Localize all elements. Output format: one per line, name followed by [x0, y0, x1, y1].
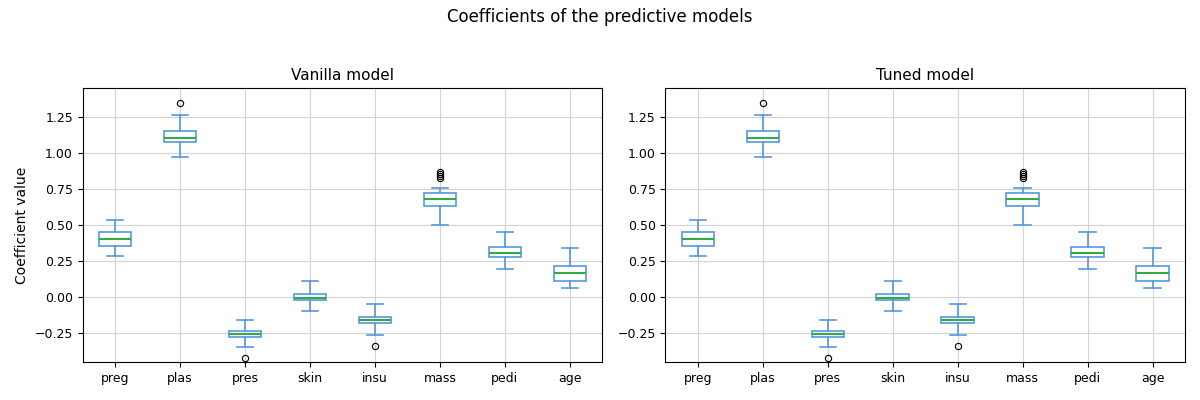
- Title: Tuned model: Tuned model: [876, 68, 974, 83]
- PathPatch shape: [553, 266, 586, 281]
- PathPatch shape: [359, 317, 391, 323]
- PathPatch shape: [164, 131, 197, 142]
- Text: Coefficients of the predictive models: Coefficients of the predictive models: [448, 8, 752, 26]
- PathPatch shape: [424, 193, 456, 206]
- PathPatch shape: [942, 317, 974, 323]
- PathPatch shape: [1136, 266, 1169, 281]
- PathPatch shape: [229, 331, 262, 337]
- Title: Vanilla model: Vanilla model: [290, 68, 394, 83]
- PathPatch shape: [98, 232, 131, 246]
- PathPatch shape: [488, 247, 521, 257]
- Y-axis label: Coefficient value: Coefficient value: [14, 167, 29, 284]
- PathPatch shape: [876, 294, 908, 300]
- PathPatch shape: [1072, 247, 1104, 257]
- PathPatch shape: [1007, 193, 1039, 206]
- PathPatch shape: [682, 232, 714, 246]
- PathPatch shape: [746, 131, 779, 142]
- PathPatch shape: [811, 331, 844, 337]
- PathPatch shape: [294, 294, 326, 300]
